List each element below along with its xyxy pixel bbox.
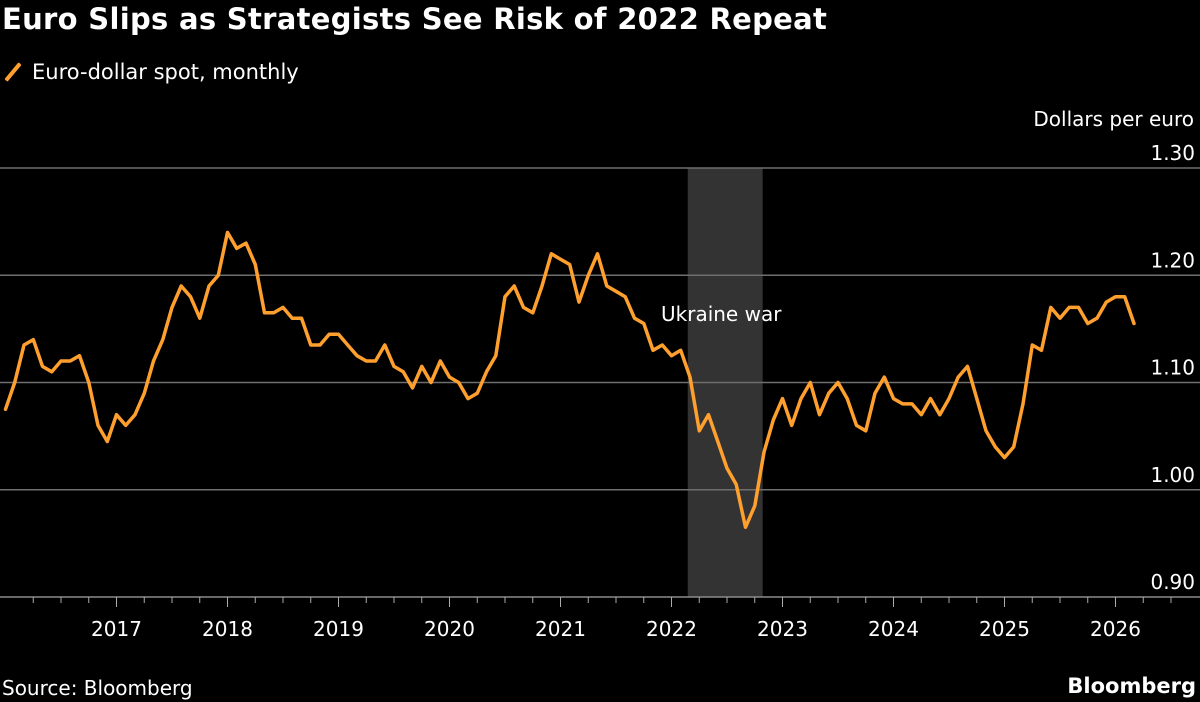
x-tick-label: 2018	[202, 617, 253, 641]
x-tick-label: 2021	[535, 617, 586, 641]
euro-dollar-line	[3, 230, 1136, 530]
x-tick-label: 2025	[979, 617, 1030, 641]
x-tick-label: 2026	[1090, 617, 1141, 641]
y-axis-label: Dollars per euro	[1033, 107, 1194, 131]
y-tick-label: 1.20	[1150, 248, 1195, 272]
legend-label: Euro-dollar spot, monthly	[32, 60, 299, 84]
brand-logo: Bloomberg	[1067, 674, 1196, 698]
ukraine-war-label: Ukraine war	[661, 302, 782, 326]
source-note: Source: Bloomberg	[2, 676, 193, 700]
x-tick-label: 2022	[646, 617, 697, 641]
x-tick-label: 2019	[313, 617, 364, 641]
y-tick-label: 1.00	[1150, 463, 1195, 487]
y-tick-label: 1.10	[1150, 356, 1195, 380]
x-tick-label: 2023	[757, 617, 808, 641]
legend: Euro-dollar spot, monthly	[4, 60, 299, 84]
chart-title: Euro Slips as Strategists See Risk of 20…	[2, 2, 828, 36]
y-tick-label: 0.90	[1150, 570, 1195, 594]
x-tick-label: 2024	[868, 617, 919, 641]
x-tick-label: 2020	[424, 617, 475, 641]
y-tick-label: 1.30	[1150, 141, 1195, 165]
x-tick-label: 2017	[91, 617, 142, 641]
